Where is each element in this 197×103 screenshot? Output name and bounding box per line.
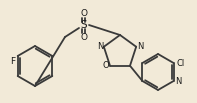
Text: F: F	[10, 57, 15, 66]
Text: N: N	[137, 42, 143, 51]
Text: O: O	[81, 33, 87, 42]
Text: O: O	[103, 61, 109, 70]
Text: N: N	[97, 42, 103, 51]
Text: N: N	[175, 77, 182, 85]
Text: S: S	[81, 20, 87, 30]
Text: O: O	[81, 9, 87, 18]
Text: Cl: Cl	[177, 59, 185, 67]
